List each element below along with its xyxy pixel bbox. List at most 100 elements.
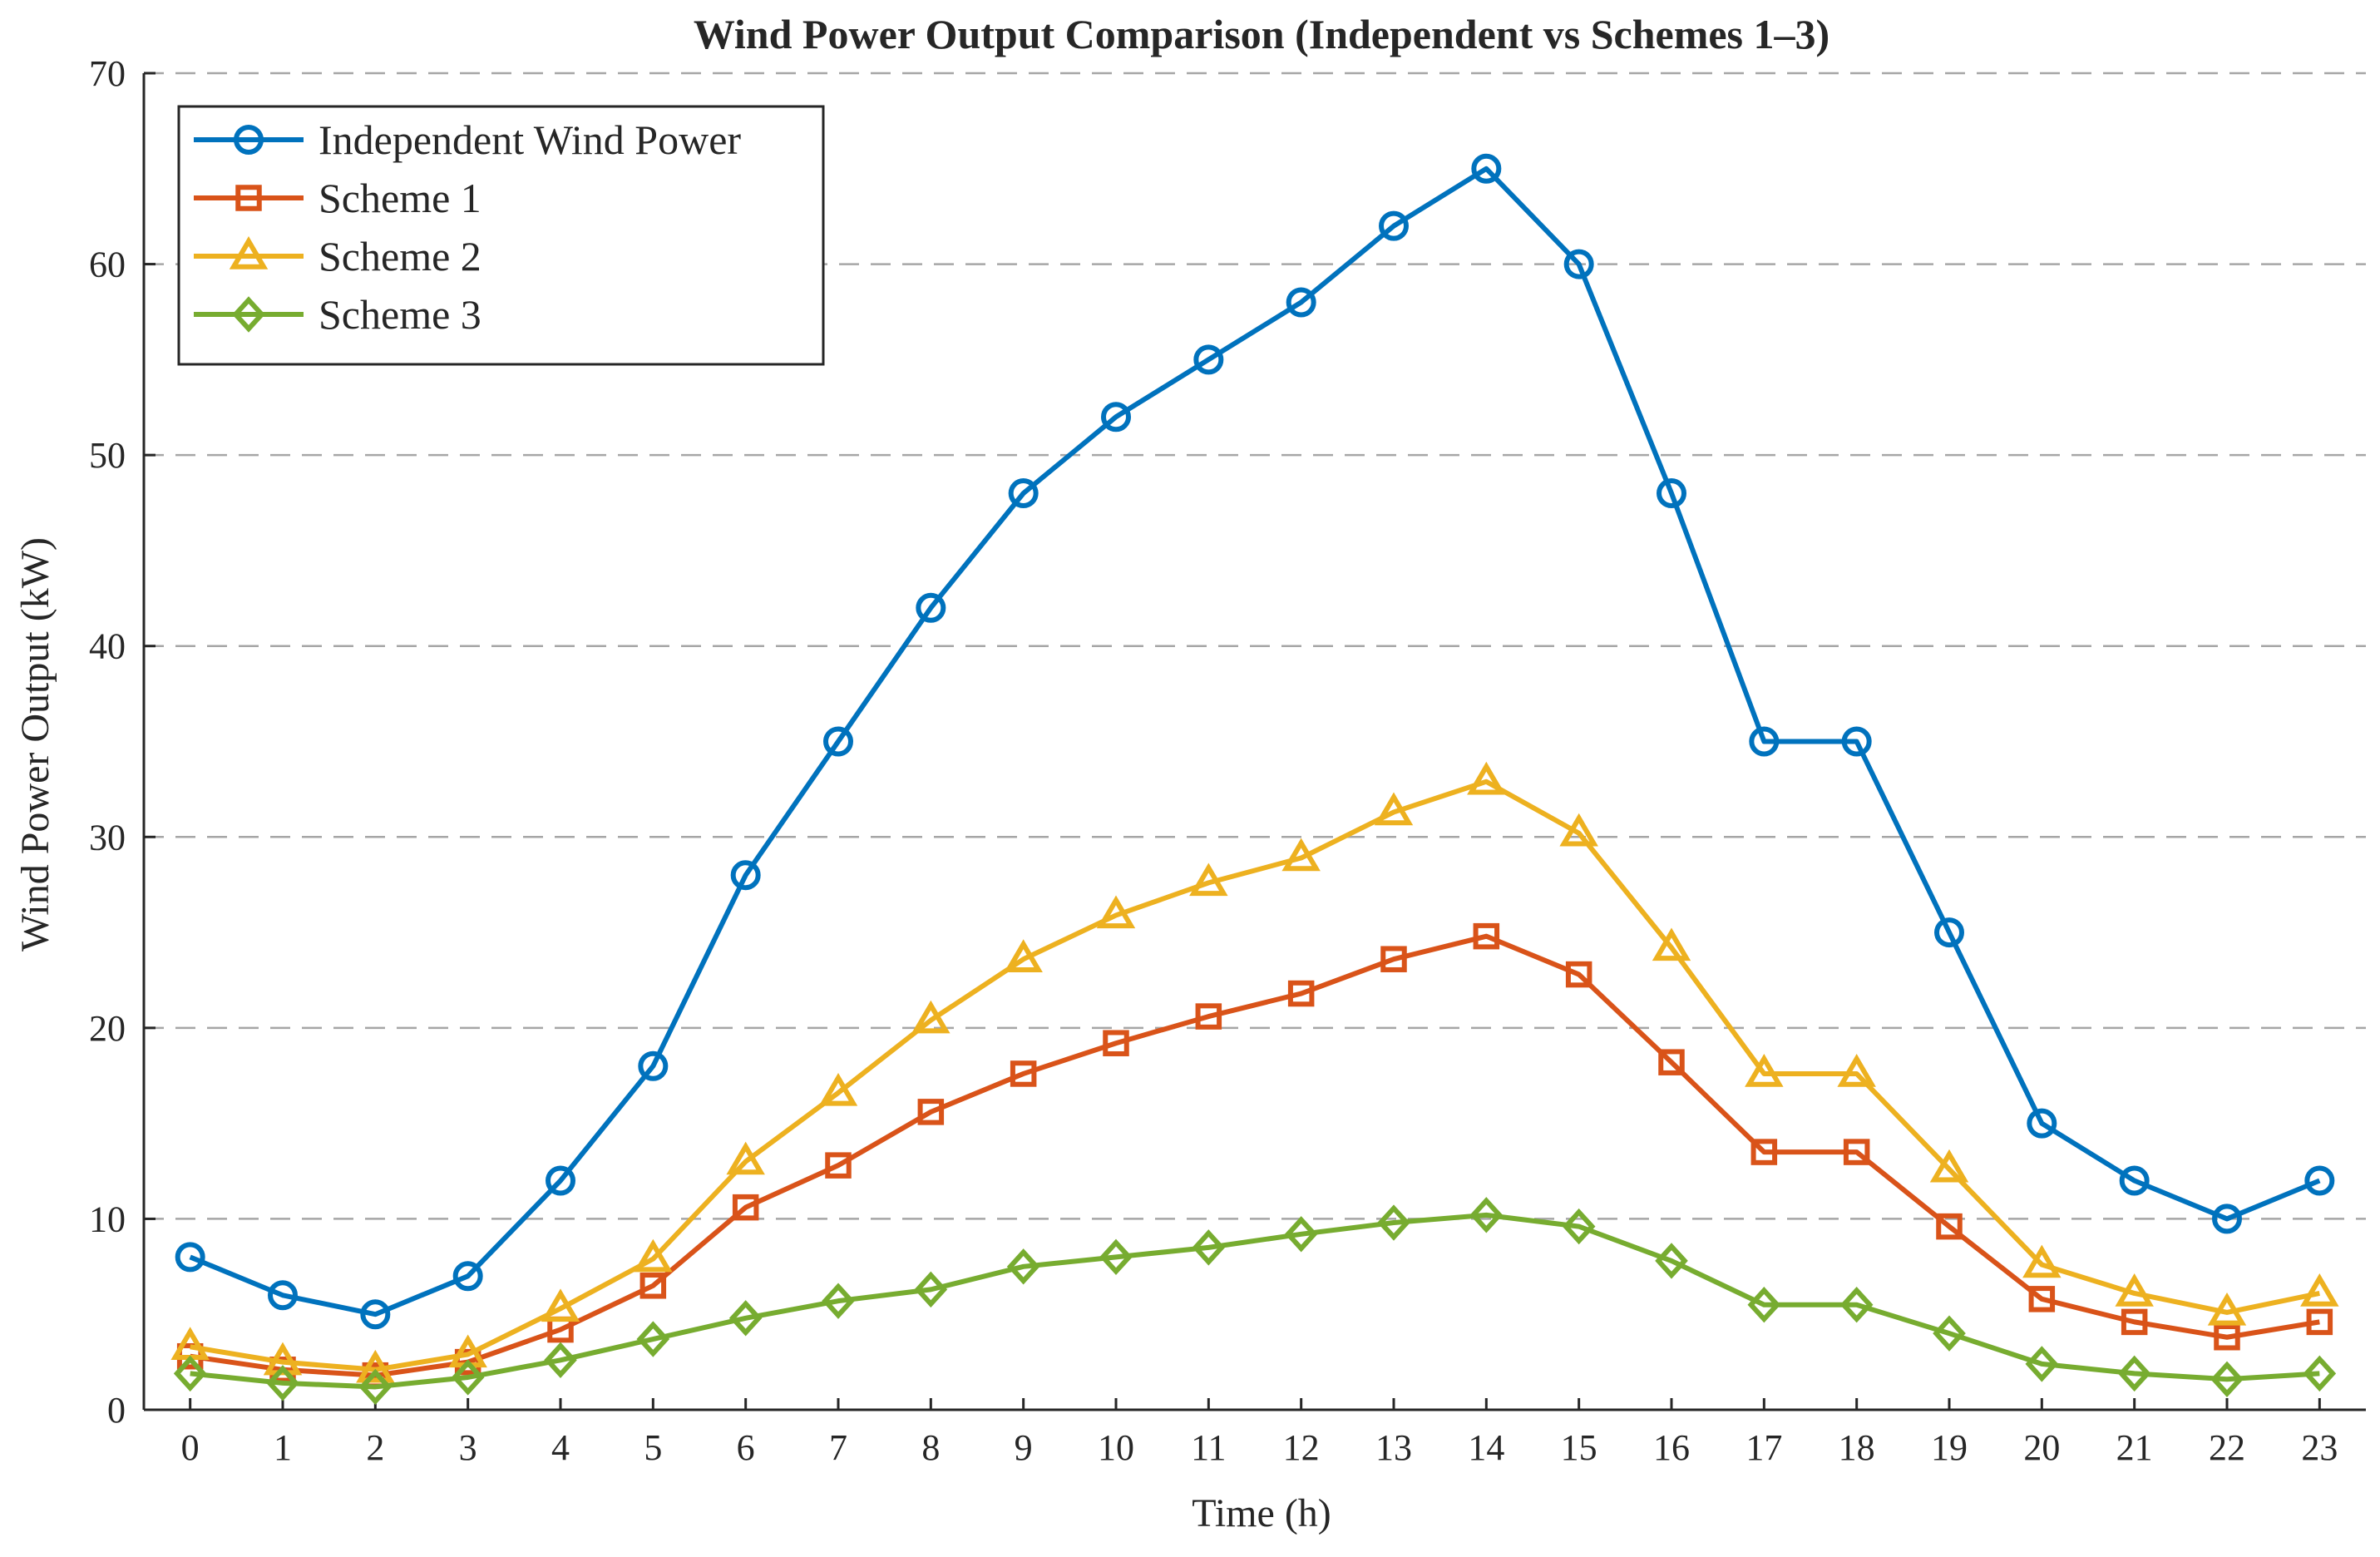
data-point-scheme-2-9: [1004, 939, 1043, 972]
data-point-scheme-3-22: [2210, 1361, 2244, 1397]
legend-marker-scheme-2: [229, 236, 269, 269]
data-point-scheme-2-5: [634, 1238, 673, 1273]
data-point-scheme-3-9: [1006, 1248, 1040, 1285]
data-point-scheme-1-17: [1750, 1139, 1778, 1165]
data-point-scheme-1-14: [1473, 922, 1500, 950]
data-point-scheme-2-18: [1837, 1054, 1876, 1087]
data-point-scheme-3-14: [1469, 1197, 1504, 1233]
data-point-scheme-2-7: [818, 1072, 858, 1106]
data-point-scheme-2-8: [911, 1000, 951, 1034]
data-point-independent-wind-power-8: [916, 592, 946, 623]
data-point-scheme-3-0: [173, 1355, 207, 1392]
data-point-independent-wind-power-0: [175, 1242, 205, 1273]
x-tick-label-16: 16: [1653, 1427, 1690, 1468]
data-point-scheme-3-15: [1562, 1208, 1596, 1245]
x-tick-label-14: 14: [1468, 1427, 1504, 1468]
y-tick-label-20: 20: [89, 1008, 126, 1049]
legend-entry-independent-wind-power: Independent Wind Power: [194, 116, 741, 163]
y-tick-label-60: 60: [89, 245, 126, 285]
data-point-scheme-1-12: [1287, 980, 1315, 1007]
series-line-scheme-3: [190, 1212, 2320, 1390]
data-point-scheme-2-23: [2300, 1273, 2339, 1307]
data-point-scheme-3-19: [1933, 1315, 1966, 1352]
legend-marker-scheme-3: [232, 296, 265, 333]
series-layer: [170, 153, 2339, 1406]
data-point-scheme-1-21: [2121, 1308, 2148, 1336]
series-scheme-1: [176, 922, 2333, 1389]
legend-entry-scheme-1: Scheme 1: [194, 175, 481, 221]
data-point-scheme-2-21: [2115, 1273, 2154, 1307]
data-point-scheme-3-11: [1192, 1229, 1226, 1266]
data-point-independent-wind-power-14: [1471, 153, 1502, 184]
data-point-independent-wind-power-7: [823, 726, 853, 757]
series-line-scheme-2: [190, 778, 2320, 1372]
data-point-scheme-2-6: [726, 1141, 765, 1175]
x-tick-label-11: 11: [1191, 1427, 1226, 1468]
data-point-scheme-1-19: [1936, 1213, 1963, 1240]
data-point-scheme-2-11: [1189, 863, 1228, 897]
data-point-scheme-2-15: [1559, 813, 1598, 847]
data-point-scheme-3-17: [1747, 1287, 1781, 1323]
data-point-independent-wind-power-3: [452, 1261, 483, 1292]
x-tick-label-10: 10: [1098, 1427, 1134, 1468]
series-line-independent-wind-power: [189, 166, 2321, 1317]
data-point-scheme-1-16: [1658, 1049, 1685, 1075]
legend-entry-scheme-3: Scheme 3: [194, 291, 481, 338]
data-point-independent-wind-power-2: [360, 1299, 391, 1330]
data-point-scheme-1-23: [2306, 1308, 2333, 1336]
data-point-independent-wind-power-16: [1657, 478, 1686, 509]
data-point-independent-wind-power-11: [1193, 344, 1224, 375]
data-point-scheme-2-20: [2022, 1244, 2062, 1278]
x-tick-label-13: 13: [1375, 1427, 1412, 1468]
data-point-scheme-3-4: [544, 1342, 577, 1379]
legend-entry-scheme-2: Scheme 2: [194, 233, 481, 279]
x-tick-label-19: 19: [1931, 1427, 1968, 1468]
x-tick-label-12: 12: [1283, 1427, 1320, 1468]
data-point-independent-wind-power-4: [546, 1165, 575, 1196]
data-point-scheme-3-5: [636, 1321, 670, 1357]
legend-marker-scheme-1: [235, 185, 262, 211]
data-point-independent-wind-power-12: [1286, 287, 1316, 318]
x-tick-label-2: 2: [366, 1427, 384, 1468]
data-point-scheme-3-12: [1284, 1216, 1318, 1253]
data-point-scheme-2-4: [541, 1288, 580, 1322]
x-tick-label-9: 9: [1015, 1427, 1033, 1468]
data-point-scheme-3-16: [1655, 1243, 1688, 1279]
data-point-scheme-3-1: [266, 1365, 299, 1401]
x-tick-label-15: 15: [1561, 1427, 1597, 1468]
data-point-scheme-2-14: [1467, 761, 1506, 795]
data-point-independent-wind-power-19: [1934, 917, 1964, 948]
data-point-independent-wind-power-15: [1563, 249, 1594, 279]
data-point-independent-wind-power-17: [1749, 726, 1780, 757]
x-tick-label-1: 1: [274, 1427, 292, 1468]
data-point-scheme-2-1: [263, 1342, 303, 1376]
x-axis-label: Time (h): [1192, 1491, 1331, 1535]
x-tick-label-4: 4: [551, 1427, 570, 1468]
series-scheme-3: [173, 1197, 2337, 1406]
data-point-scheme-3-8: [914, 1271, 948, 1308]
data-point-independent-wind-power-18: [1841, 726, 1872, 757]
x-tick-label-17: 17: [1745, 1427, 1782, 1468]
data-point-independent-wind-power-9: [1008, 478, 1039, 509]
data-point-scheme-2-12: [1281, 838, 1321, 872]
data-point-scheme-1-5: [639, 1273, 667, 1299]
data-point-scheme-3-7: [822, 1283, 855, 1319]
y-axis-label: Wind Power Output (kW): [13, 537, 57, 952]
data-point-scheme-3-20: [2025, 1346, 2059, 1382]
legend-label-scheme-3: Scheme 3: [318, 291, 481, 338]
y-tick-label-40: 40: [89, 626, 126, 667]
data-point-scheme-3-6: [728, 1300, 763, 1337]
x-tick-label-8: 8: [921, 1427, 940, 1468]
data-point-independent-wind-power-23: [2304, 1165, 2335, 1196]
data-point-scheme-3-13: [1377, 1204, 1410, 1241]
data-point-scheme-3-2: [358, 1368, 393, 1406]
data-point-scheme-2-16: [1652, 927, 1691, 961]
data-point-scheme-3-10: [1099, 1238, 1133, 1276]
data-point-scheme-1-9: [1010, 1060, 1037, 1087]
legend: Independent Wind Power Scheme 1 Scheme 2 Sc…: [177, 105, 825, 366]
data-point-independent-wind-power-1: [268, 1280, 298, 1311]
data-point-scheme-1-13: [1380, 946, 1407, 972]
